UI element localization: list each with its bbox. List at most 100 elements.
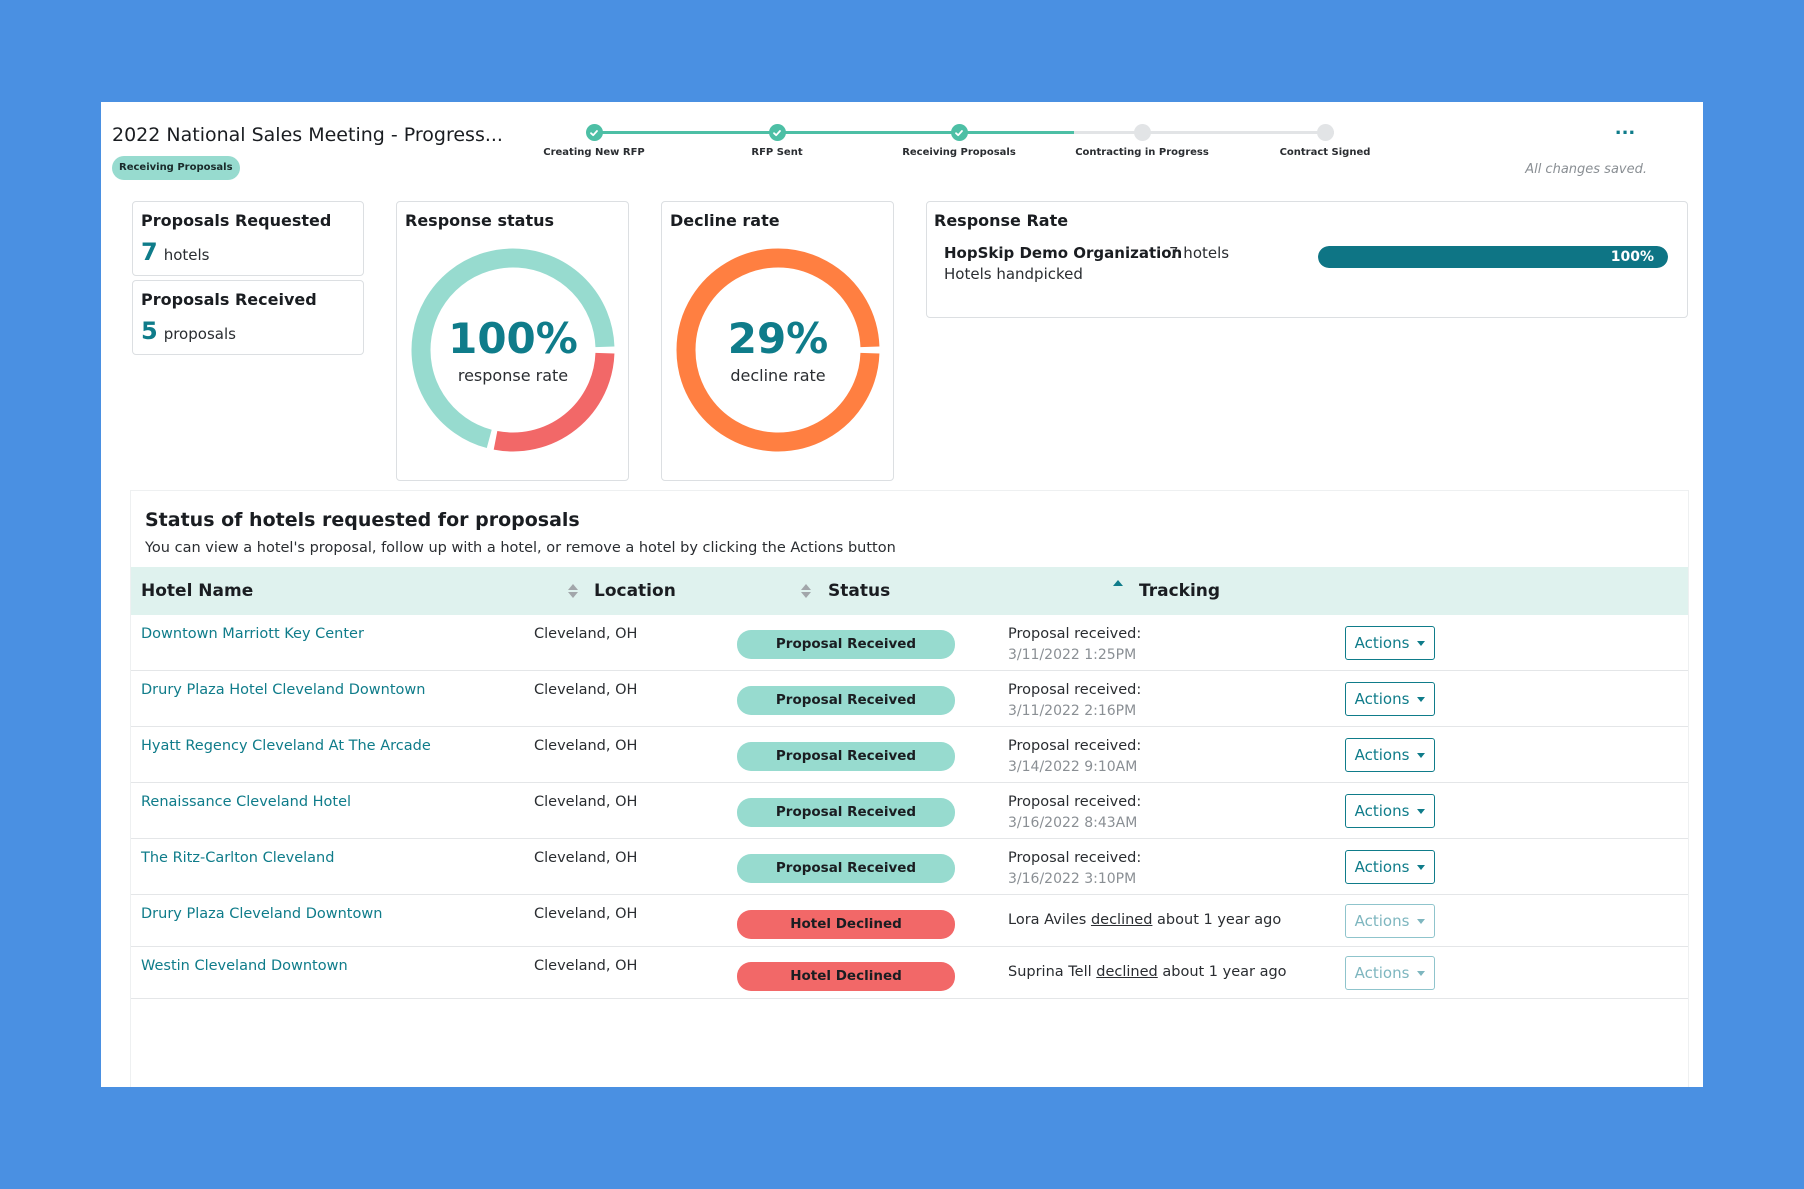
- actions-label: Actions: [1354, 746, 1410, 764]
- progress-step: Contracting in Progress: [1057, 120, 1227, 158]
- tracking-text: Lora Aviles declined about 1 year ago: [1008, 912, 1281, 928]
- tracking-timestamp: 3/11/2022 1:25PM: [1008, 647, 1137, 663]
- step-complete-icon: [950, 124, 968, 141]
- tracking-time: about 1 year ago: [1162, 964, 1287, 980]
- progress-step-label: Contracting in Progress: [1075, 147, 1209, 158]
- hotel-location: Cleveland, OH: [534, 738, 638, 754]
- tracking-label: Proposal received:: [1008, 682, 1142, 698]
- actions-button[interactable]: Actions: [1345, 956, 1435, 990]
- stage-badge: Receiving Proposals: [112, 156, 240, 180]
- step-pending-icon: [1133, 124, 1151, 141]
- caret-down-icon: [1417, 752, 1426, 758]
- status-badge: Proposal Received: [737, 686, 955, 715]
- hotel-name-link[interactable]: Westin Cleveland Downtown: [141, 958, 348, 974]
- actions-button[interactable]: Actions: [1345, 794, 1435, 828]
- caret-down-icon: [1417, 918, 1426, 924]
- hotel-location: Cleveland, OH: [534, 682, 638, 698]
- actions-label: Actions: [1354, 690, 1410, 708]
- organization-name: HopSkip Demo Organization: [944, 244, 1183, 262]
- hotel-name-link[interactable]: Hyatt Regency Cleveland At The Arcade: [141, 738, 431, 754]
- actions-button[interactable]: Actions: [1345, 904, 1435, 938]
- hotel-location: Cleveland, OH: [534, 850, 638, 866]
- table-row: Westin Cleveland Downtown Cleveland, OH Ho…: [131, 947, 1688, 999]
- hotel-name-link[interactable]: Downtown Marriott Key Center: [141, 626, 364, 642]
- section-title: Status of hotels requested for proposals: [145, 509, 580, 531]
- hotel-location: Cleveland, OH: [534, 906, 638, 922]
- hotel-status-section: Status of hotels requested for proposals…: [130, 490, 1689, 1087]
- save-status: All changes saved.: [1525, 162, 1647, 177]
- tracking-label: Proposal received:: [1008, 794, 1142, 810]
- step-pending-icon: [1316, 124, 1334, 141]
- actions-button[interactable]: Actions: [1345, 738, 1435, 772]
- table-row: Renaissance Cleveland Hotel Cleveland, OH…: [131, 783, 1688, 839]
- tracking-label: Proposal received:: [1008, 626, 1142, 642]
- caret-down-icon: [1417, 640, 1426, 646]
- tracking-time: about 1 year ago: [1157, 912, 1282, 928]
- response-rate-bar-fill: 100%: [1318, 246, 1668, 268]
- header-status[interactable]: Status: [828, 581, 891, 601]
- status-badge: Proposal Received: [737, 854, 955, 883]
- hotel-name-link[interactable]: The Ritz-Carlton Cleveland: [141, 850, 335, 866]
- more-options-button[interactable]: ...: [1614, 118, 1636, 139]
- header-hotel-name[interactable]: Hotel Name: [141, 581, 254, 601]
- response-status-title: Response status: [405, 211, 555, 230]
- actions-button[interactable]: Actions: [1345, 626, 1435, 660]
- actions-button[interactable]: Actions: [1345, 682, 1435, 716]
- step-complete-icon: [585, 124, 603, 141]
- decline-rate-card: Decline rate 29% decline rate: [661, 201, 894, 481]
- hotel-name-link[interactable]: Drury Plaza Cleveland Downtown: [141, 906, 383, 922]
- progress-line-pending: [1074, 131, 1334, 134]
- caret-down-icon: [1417, 970, 1426, 976]
- table-header: Hotel Name Location Status Tracking: [131, 567, 1688, 615]
- tracking-label: Proposal received:: [1008, 738, 1142, 754]
- status-badge: Hotel Declined: [737, 910, 955, 939]
- hotel-name-link[interactable]: Renaissance Cleveland Hotel: [141, 794, 352, 810]
- progress-step: Creating New RFP: [509, 120, 679, 158]
- decline-rate-title: Decline rate: [670, 211, 780, 230]
- tracking-label: Proposal received:: [1008, 850, 1142, 866]
- response-rate-card: Response Rate HopSkip Demo Organization …: [926, 201, 1688, 318]
- tracking-declined-link[interactable]: declined: [1096, 964, 1158, 980]
- response-rate-percent: 100%: [448, 313, 578, 363]
- donut-segment-declined: [493, 352, 615, 452]
- response-status-card: Response status 100% response rate: [396, 201, 629, 481]
- header-tracking[interactable]: Tracking: [1139, 581, 1221, 601]
- step-complete-icon: [768, 124, 786, 141]
- status-badge: Proposal Received: [737, 798, 955, 827]
- decline-rate-percent: 29%: [727, 313, 829, 363]
- progress-line-complete: [594, 131, 1074, 134]
- proposals-requested-value: 7: [141, 238, 158, 266]
- sort-icon[interactable]: [566, 581, 580, 601]
- sort-ascending-icon[interactable]: [1111, 577, 1125, 597]
- hotel-name-link[interactable]: Drury Plaza Hotel Cleveland Downtown: [141, 682, 426, 698]
- rfp-progress-tracker: Creating New RFP RFP Sent Receiving Propos…: [509, 120, 1419, 160]
- proposals-requested-card: Proposals Requested 7 hotels: [132, 201, 364, 276]
- organization-note: Hotels handpicked: [944, 265, 1083, 283]
- response-status-donut: [411, 248, 615, 452]
- rfp-progress-panel: 2022 National Sales Meeting - Progress..…: [101, 102, 1703, 1087]
- hotel-location: Cleveland, OH: [534, 794, 638, 810]
- proposals-requested-unit: hotels: [163, 246, 210, 264]
- caret-down-icon: [1417, 808, 1426, 814]
- actions-label: Actions: [1354, 858, 1410, 876]
- progress-step-label: RFP Sent: [751, 147, 803, 158]
- tracking-timestamp: 3/16/2022 8:43AM: [1008, 815, 1138, 831]
- progress-step: Contract Signed: [1240, 120, 1410, 158]
- page-title: 2022 National Sales Meeting - Progress..…: [112, 124, 503, 146]
- actions-label: Actions: [1354, 802, 1410, 820]
- actions-label: Actions: [1354, 912, 1410, 930]
- response-rate-title: Response Rate: [934, 211, 1069, 230]
- tracking-declined-link[interactable]: declined: [1090, 912, 1153, 928]
- actions-button[interactable]: Actions: [1345, 850, 1435, 884]
- header-location[interactable]: Location: [594, 581, 676, 601]
- proposals-received-value: 5: [141, 317, 158, 345]
- proposals-received-unit: proposals: [163, 325, 236, 343]
- table-row: Downtown Marriott Key Center Cleveland, O…: [131, 615, 1688, 671]
- status-badge: Proposal Received: [737, 630, 955, 659]
- tracking-timestamp: 3/14/2022 9:10AM: [1008, 759, 1138, 775]
- progress-step-label: Contract Signed: [1279, 147, 1371, 158]
- progress-step-label: Creating New RFP: [543, 147, 645, 158]
- table-row: Drury Plaza Hotel Cleveland Downtown Clev…: [131, 671, 1688, 727]
- response-rate-label: response rate: [457, 365, 569, 385]
- sort-icon[interactable]: [799, 581, 813, 601]
